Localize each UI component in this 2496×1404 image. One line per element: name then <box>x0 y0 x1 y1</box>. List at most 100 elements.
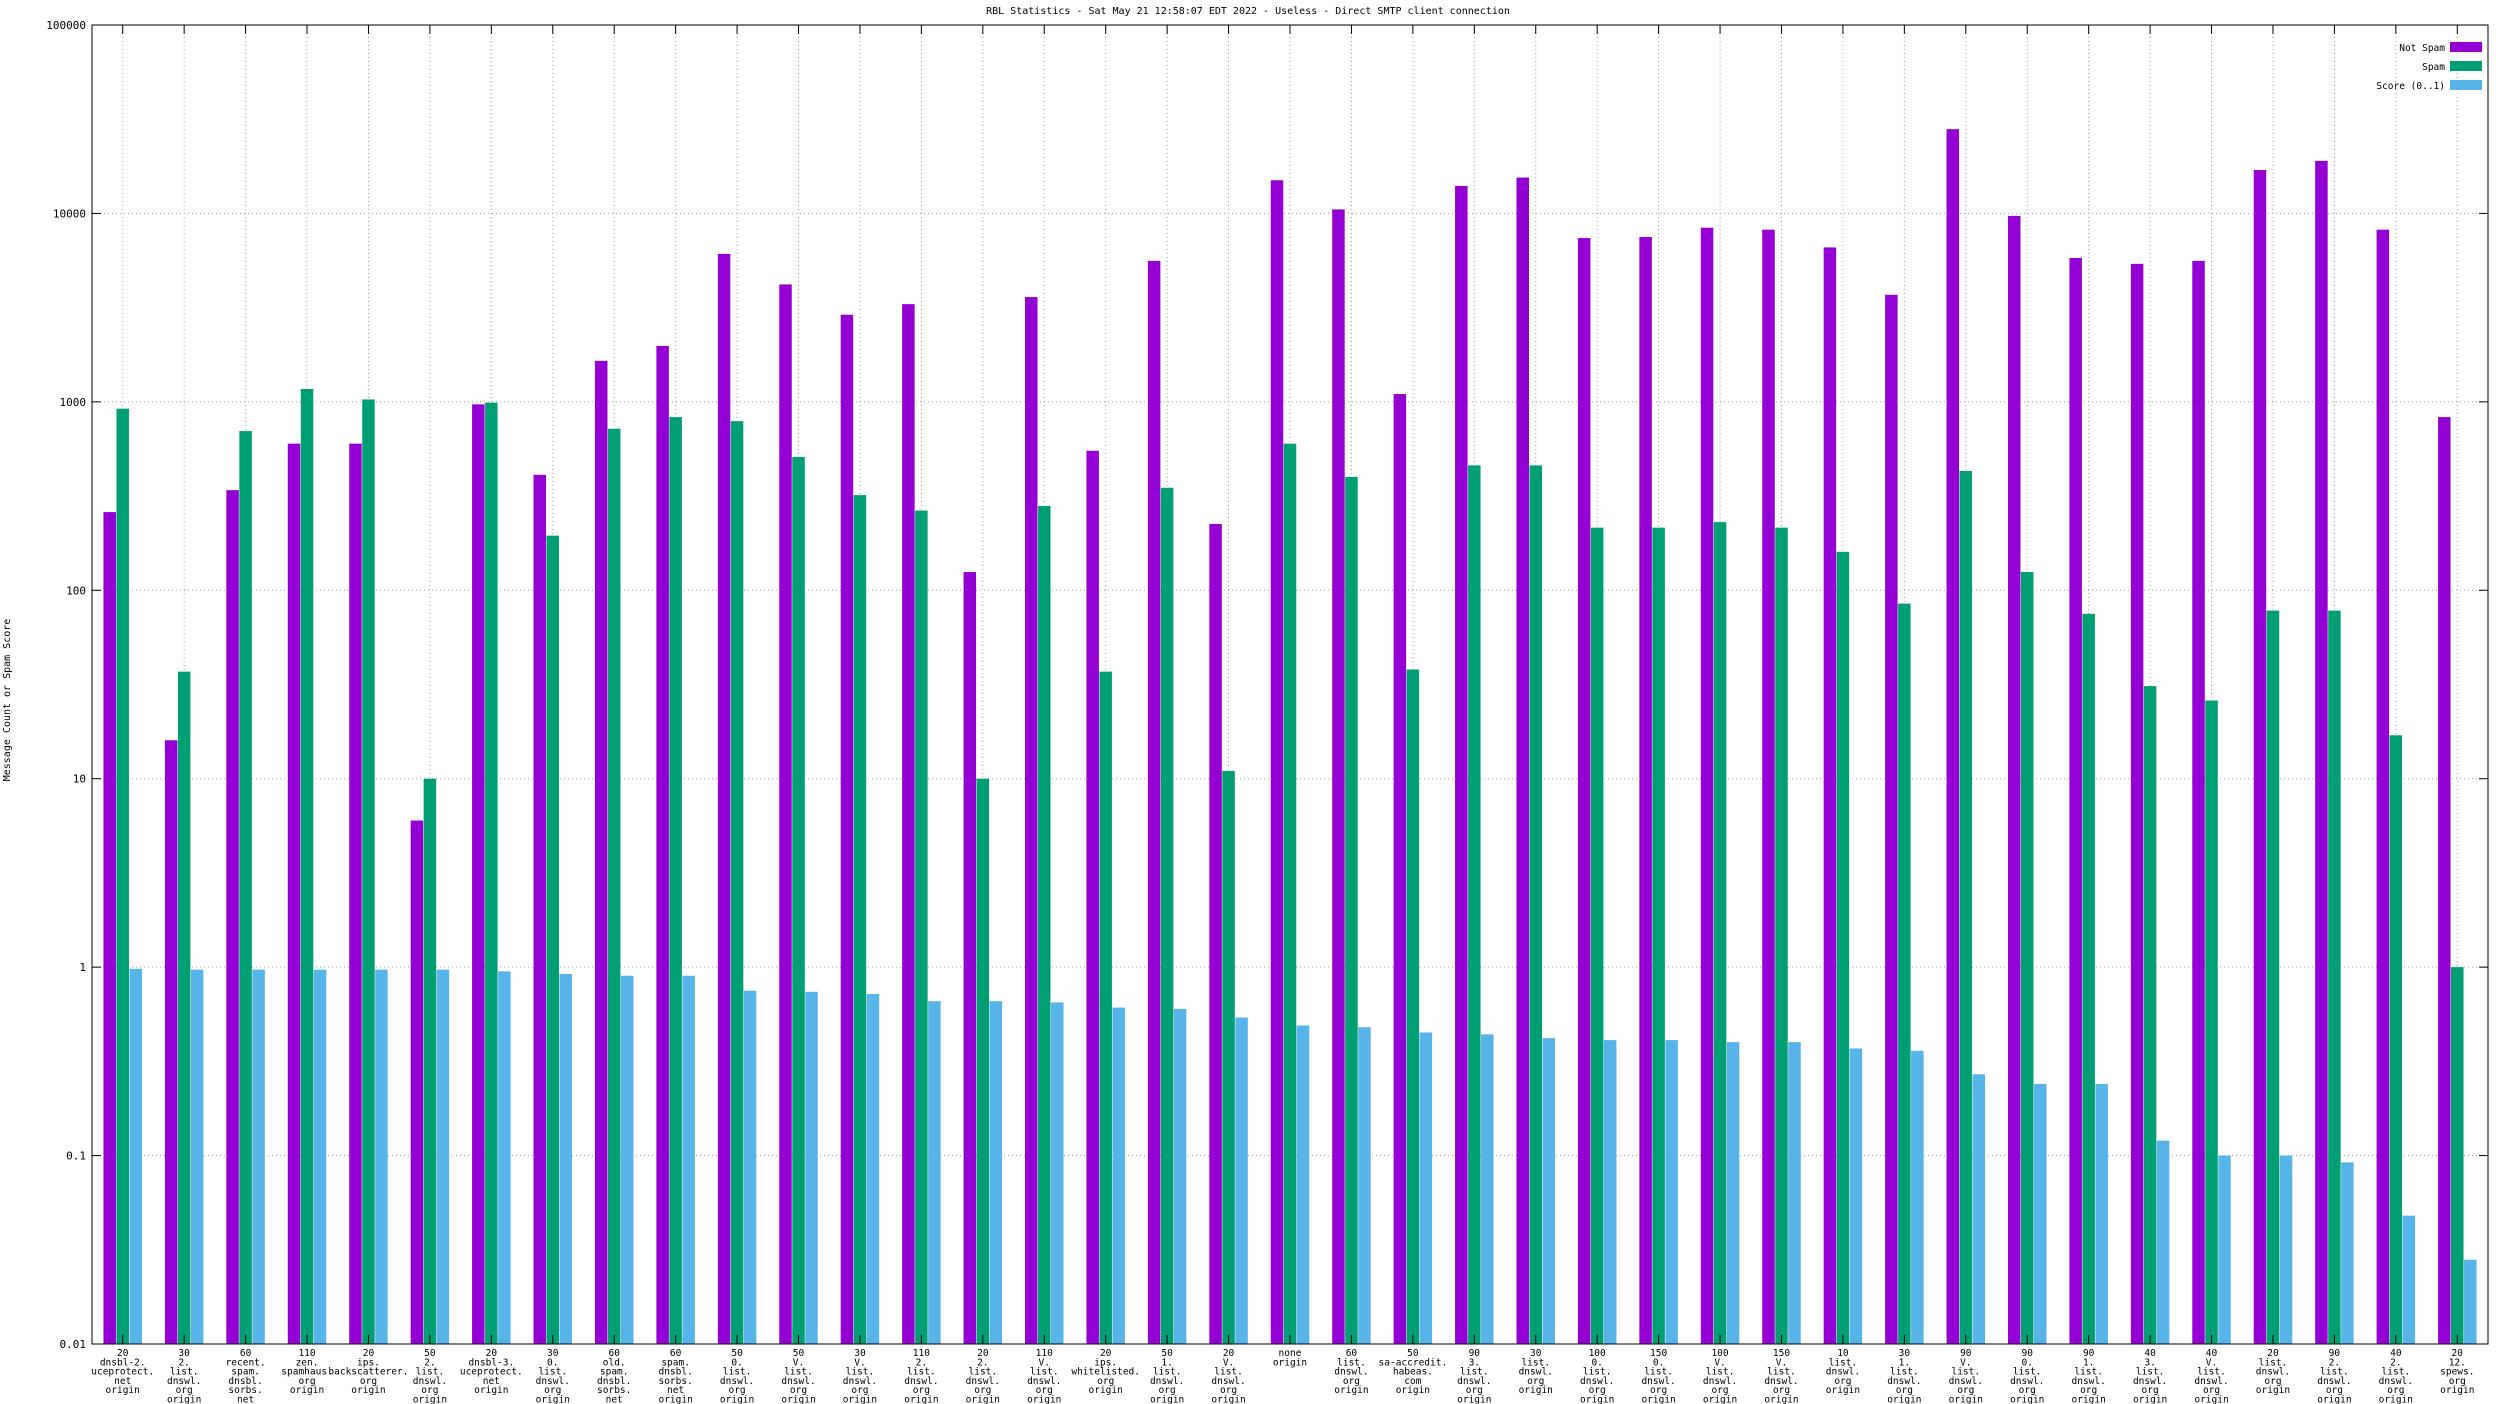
y-tick-label: 10000 <box>53 207 86 220</box>
bar-not-spam <box>1332 209 1345 1344</box>
bar-score <box>1173 1008 1187 1344</box>
bar-not-spam <box>1147 260 1161 1344</box>
bar-not-spam <box>2315 160 2328 1344</box>
x-tick-label: none origin <box>1273 1348 1307 1368</box>
bar-not-spam <box>1455 185 1468 1344</box>
bar-score <box>252 969 265 1344</box>
x-tick-label: 90 2. list. dnswl. org origin <box>2317 1348 2351 1404</box>
bar-not-spam <box>1516 177 1529 1344</box>
bar-score <box>2156 1140 2170 1344</box>
bar-spam <box>1959 470 1973 1345</box>
bar-score <box>2402 1215 2416 1344</box>
bar-score <box>2341 1162 2354 1344</box>
bar-not-spam <box>1086 450 1099 1344</box>
bar-spam <box>1160 487 1174 1344</box>
bar-spam <box>2389 735 2403 1344</box>
x-tick-label: 60 list. dnswl. org origin <box>1334 1348 1368 1396</box>
x-tick-label: 20 12. spews. org origin <box>2440 1348 2474 1396</box>
bar-score <box>1296 1025 1310 1344</box>
bars <box>103 129 2477 1345</box>
bar-spam <box>546 535 560 1344</box>
bar-spam <box>853 495 867 1344</box>
x-tick-label: 20 V. list. dnswl. org origin <box>1211 1348 1245 1404</box>
bar-spam <box>669 417 682 1345</box>
x-tick-label: 50 V. list. dnswl. org origin <box>781 1348 815 1404</box>
bar-spam <box>1099 671 1112 1344</box>
bar-not-spam <box>1700 227 1714 1344</box>
bar-not-spam <box>1393 394 1407 1344</box>
x-tick-label: 90 0. list. dnswl. org origin <box>2010 1348 2044 1404</box>
x-tick-label: 90 V. list. dnswl. org origin <box>1949 1348 1983 1404</box>
bar-score <box>375 969 388 1344</box>
bar-spam <box>1283 443 1297 1344</box>
bar-score <box>1358 1027 1371 1344</box>
x-tick-label: 50 sa-accredit. habeas. com origin <box>1379 1348 1448 1396</box>
bar-not-spam <box>1946 129 1960 1344</box>
bar-score <box>682 975 695 1344</box>
legend-label: Not Spam <box>2399 43 2445 54</box>
axes: 0.01 0.1 1 10 100 1000 10000 100000 20 dnsbl-2. uc… <box>46 19 2488 1404</box>
bar-not-spam <box>2069 258 2082 1344</box>
bar-score <box>129 968 142 1344</box>
x-tick-label: 40 2. list. dnswl. org origin <box>2379 1348 2413 1404</box>
x-tick-label: 90 1. list. dnswl. org origin <box>2072 1348 2106 1404</box>
x-tick-label: 20 list. dnswl. org origin <box>2256 1348 2290 1396</box>
bar-score <box>620 975 634 1344</box>
x-tick-label: 30 2. list. dnswl. org origin <box>167 1348 201 1404</box>
bar-spam <box>2266 610 2280 1344</box>
bar-spam <box>1406 669 1420 1344</box>
x-tick-label: 90 3. list. dnswl. org origin <box>1457 1348 1491 1404</box>
bar-spam <box>607 428 621 1345</box>
bar-spam <box>1590 527 1604 1344</box>
legend: Not Spam Spam Score (0..1) <box>2376 42 2482 92</box>
bar-score <box>313 969 327 1344</box>
bar-score <box>2033 1083 2047 1344</box>
bar-spam <box>1529 465 1542 1344</box>
x-tick-label: 20 2. list. dnswl. org origin <box>966 1348 1000 1404</box>
x-tick-label: 50 0. list. dnswl. org origin <box>720 1348 754 1404</box>
legend-swatch <box>2450 61 2482 71</box>
y-tick-label: 1 <box>79 961 86 974</box>
bar-score <box>1112 1007 1125 1344</box>
bar-spam <box>1345 476 1358 1344</box>
bar-spam <box>1468 465 1481 1344</box>
bar-spam <box>2082 613 2095 1344</box>
bar-not-spam <box>287 443 301 1344</box>
bar-score <box>1481 1034 1494 1344</box>
bar-score <box>1603 1040 1617 1344</box>
bar-spam <box>976 778 990 1344</box>
x-tick-label: 30 V. list. dnswl. org origin <box>843 1348 877 1404</box>
bar-score <box>989 1001 1003 1344</box>
y-tick-label: 0.1 <box>66 1150 86 1163</box>
bar-score <box>1726 1042 1740 1344</box>
x-tick-label: 20 ips. backscatterer. org origin <box>328 1348 408 1396</box>
bar-score <box>805 991 818 1344</box>
bar-not-spam <box>1639 236 1652 1345</box>
chart-title: RBL Statistics - Sat May 21 12:58:07 EDT… <box>986 6 1510 17</box>
bar-not-spam <box>103 512 116 1344</box>
bar-not-spam <box>2007 215 2021 1345</box>
bar-not-spam <box>1025 297 1038 1345</box>
bar-not-spam <box>164 740 178 1344</box>
bar-spam <box>2020 572 2034 1344</box>
bar-not-spam <box>594 360 608 1344</box>
bar-spam <box>2328 610 2341 1344</box>
bar-spam <box>239 431 252 1344</box>
legend-swatch <box>2450 80 2482 90</box>
bar-score <box>1911 1050 1924 1344</box>
bar-score <box>2464 1259 2477 1344</box>
bar-score <box>190 969 204 1344</box>
bar-score <box>436 969 450 1344</box>
bar-not-spam <box>717 253 731 1345</box>
x-tick-label: 30 1. list. dnswl. org origin <box>1887 1348 1921 1404</box>
bar-score <box>498 971 511 1344</box>
bar-spam <box>116 408 129 1344</box>
bar-not-spam <box>1577 238 1591 1344</box>
x-tick-label: 100 V. list. dnswl. org origin <box>1703 1348 1737 1404</box>
bar-score <box>928 1001 941 1344</box>
bar-not-spam <box>2376 229 2390 1345</box>
bar-not-spam <box>533 474 547 1345</box>
bar-not-spam <box>1209 523 1222 1344</box>
